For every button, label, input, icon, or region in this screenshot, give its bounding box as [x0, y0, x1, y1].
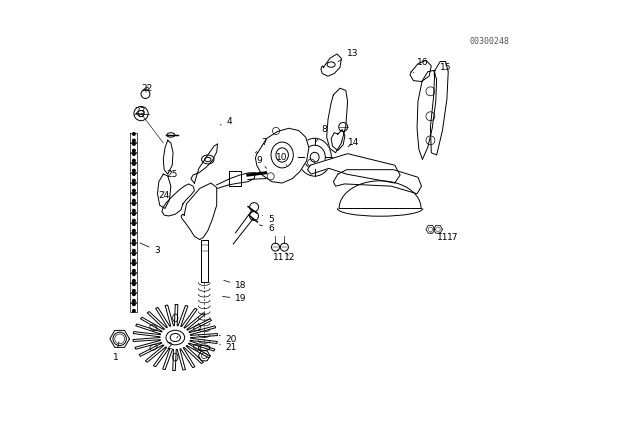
Text: 23: 23: [134, 108, 145, 116]
Text: 20: 20: [220, 335, 237, 344]
Polygon shape: [339, 181, 421, 208]
Polygon shape: [217, 173, 255, 188]
Polygon shape: [181, 183, 217, 240]
Polygon shape: [157, 174, 171, 208]
Circle shape: [132, 179, 135, 182]
Text: 17: 17: [439, 233, 458, 242]
Circle shape: [132, 153, 135, 155]
Circle shape: [132, 139, 135, 142]
Polygon shape: [410, 60, 431, 82]
Text: 9: 9: [257, 156, 267, 168]
Polygon shape: [417, 70, 436, 159]
Text: 7: 7: [255, 138, 267, 153]
Circle shape: [132, 193, 135, 195]
Text: 11: 11: [273, 250, 285, 262]
Polygon shape: [163, 140, 173, 174]
Circle shape: [132, 300, 135, 302]
Text: 2: 2: [166, 336, 178, 351]
Polygon shape: [162, 184, 195, 216]
Text: 1: 1: [113, 341, 119, 362]
Circle shape: [132, 233, 135, 235]
Text: 00300248: 00300248: [469, 37, 509, 46]
Polygon shape: [321, 54, 341, 76]
Text: 18: 18: [224, 280, 247, 290]
Circle shape: [132, 310, 135, 312]
Polygon shape: [191, 144, 218, 183]
Text: 6: 6: [259, 224, 274, 233]
Text: 3: 3: [140, 243, 160, 255]
Polygon shape: [431, 61, 448, 155]
Text: 10: 10: [275, 153, 287, 165]
Circle shape: [132, 239, 135, 242]
Circle shape: [132, 280, 135, 282]
Text: 21: 21: [220, 343, 237, 352]
Circle shape: [132, 250, 135, 252]
Circle shape: [132, 220, 135, 222]
Circle shape: [132, 259, 135, 262]
Circle shape: [132, 289, 135, 292]
Circle shape: [132, 303, 135, 306]
Text: 8: 8: [316, 125, 326, 142]
Circle shape: [132, 159, 135, 162]
Text: 19: 19: [223, 294, 247, 303]
Circle shape: [132, 142, 135, 145]
Circle shape: [132, 173, 135, 175]
Polygon shape: [326, 88, 348, 153]
Polygon shape: [201, 240, 208, 282]
Circle shape: [132, 213, 135, 215]
Text: 12: 12: [284, 253, 296, 262]
Circle shape: [132, 209, 135, 212]
Text: 4: 4: [220, 117, 232, 126]
Circle shape: [132, 223, 135, 225]
Circle shape: [132, 263, 135, 266]
Polygon shape: [331, 129, 345, 151]
Polygon shape: [255, 128, 309, 183]
Circle shape: [132, 293, 135, 296]
Text: 15: 15: [433, 63, 452, 75]
Text: 24: 24: [159, 190, 170, 199]
Circle shape: [132, 273, 135, 276]
Circle shape: [132, 169, 135, 172]
Circle shape: [132, 163, 135, 165]
Text: 14: 14: [348, 138, 359, 147]
Circle shape: [132, 133, 135, 135]
Circle shape: [132, 149, 135, 152]
Circle shape: [132, 203, 135, 205]
Text: 13: 13: [338, 49, 358, 61]
Circle shape: [132, 270, 135, 272]
Text: 25: 25: [166, 170, 178, 179]
Circle shape: [132, 243, 135, 246]
Text: 5: 5: [262, 215, 274, 224]
Circle shape: [132, 253, 135, 255]
Circle shape: [132, 190, 135, 192]
Circle shape: [132, 199, 135, 202]
Polygon shape: [333, 170, 422, 194]
Polygon shape: [228, 172, 241, 186]
Circle shape: [132, 283, 135, 285]
Circle shape: [132, 229, 135, 232]
Text: 11: 11: [431, 233, 448, 242]
Text: 22: 22: [141, 84, 152, 93]
Text: 16: 16: [413, 58, 429, 73]
Polygon shape: [308, 154, 400, 183]
Circle shape: [132, 183, 135, 185]
